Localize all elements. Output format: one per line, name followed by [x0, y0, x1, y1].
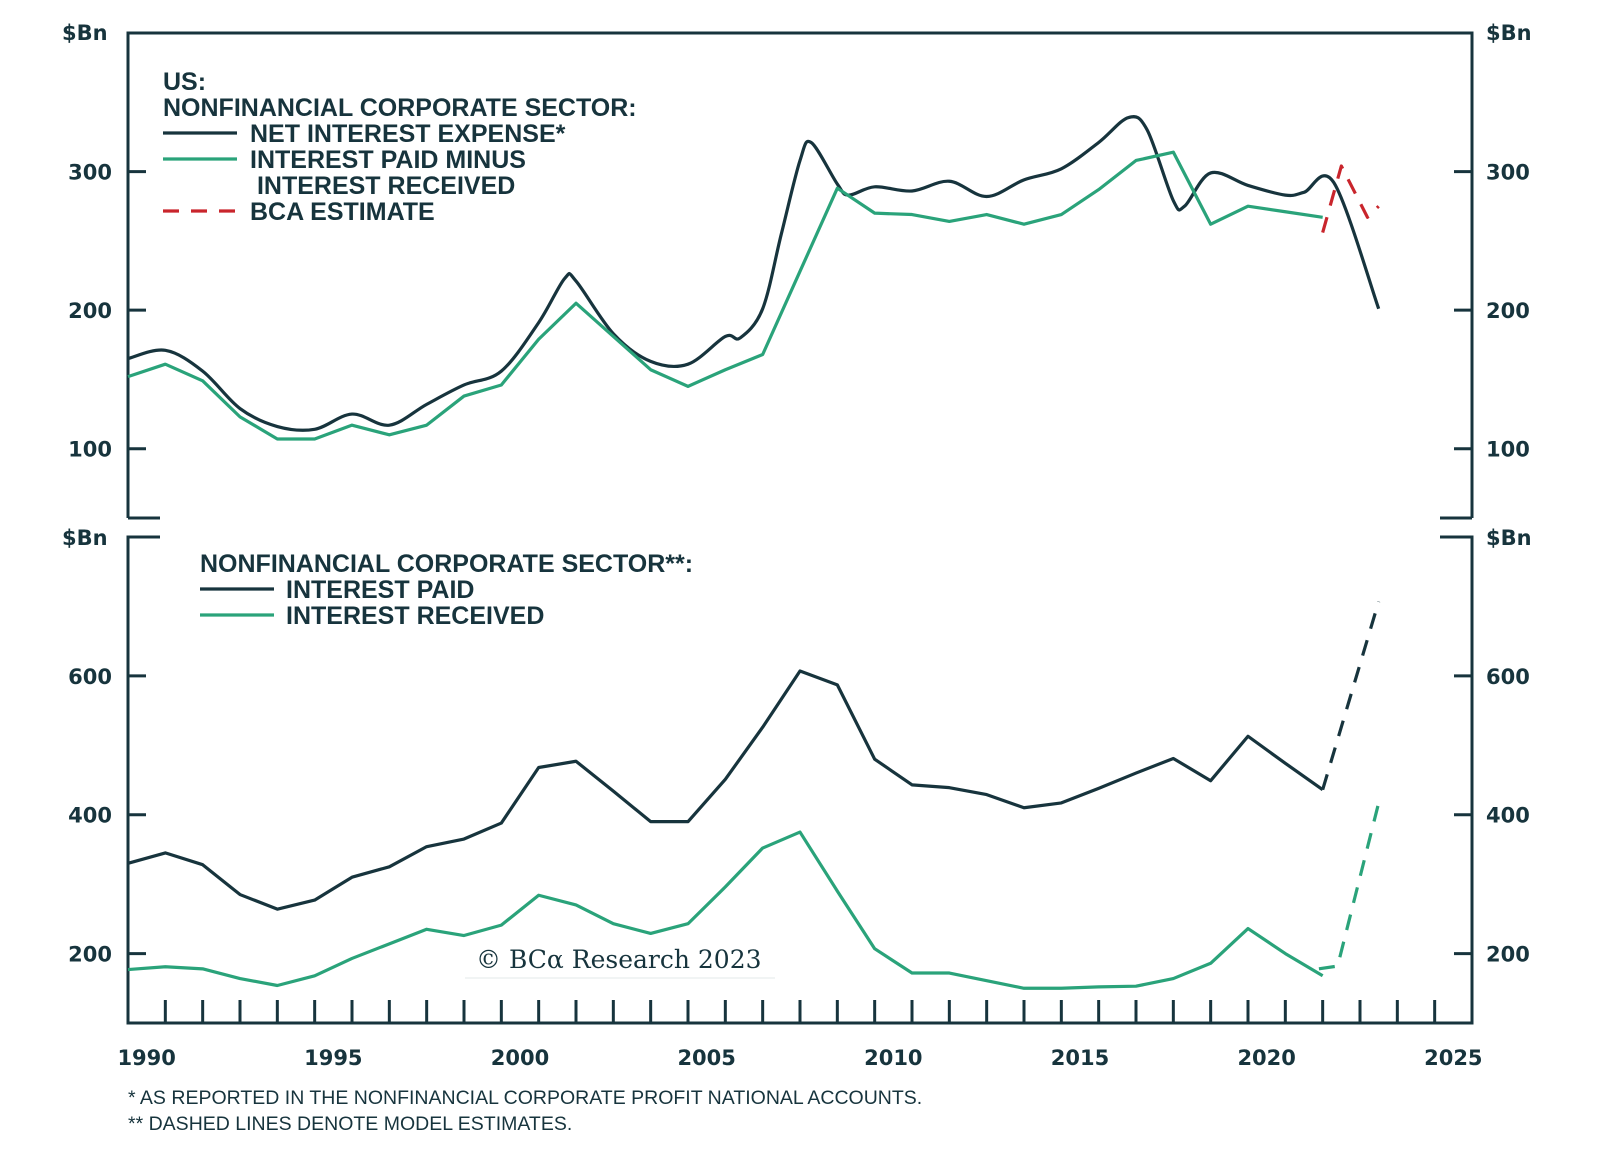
legend-label-interest-paid: INTEREST PAID — [286, 576, 474, 604]
legend-label-paid-minus-received: INTEREST PAID MINUS — [250, 146, 526, 174]
x-tick-label: 2015 — [1051, 1046, 1109, 1070]
y-tick-label-right: 600 — [1486, 665, 1530, 689]
bottom-right-unit-label: $Bn — [1486, 526, 1532, 550]
bottom-y-ticks: 200 200 400 400 600 600 — [68, 665, 1530, 967]
x-tick-label: 2010 — [864, 1046, 922, 1070]
bottom-legend: NONFINANCIAL CORPORATE SECTOR**:INTEREST… — [200, 550, 693, 630]
top-y-ticks: 100 100 200 200 300 300 — [68, 161, 1530, 462]
series-line-bca-estimate — [1321, 164, 1380, 233]
x-tick-label: 2005 — [677, 1046, 735, 1070]
legend-label-paid-minus-received: INTEREST RECEIVED — [250, 172, 515, 200]
x-tick-label: 2020 — [1237, 1046, 1295, 1070]
footnote-2: ** DASHED LINES DENOTE MODEL ESTIMATES. — [128, 1113, 572, 1135]
series-line-paid-minus-received — [127, 150, 1323, 441]
legend-label-bca-estimate: BCA ESTIMATE — [250, 198, 435, 226]
legend-label-interest-received: INTEREST RECEIVED — [286, 602, 544, 630]
x-tick-label: 1995 — [304, 1046, 362, 1070]
y-tick-label-right: 100 — [1486, 438, 1530, 462]
top-panel-frame — [126, 31, 1474, 520]
series-line-interest-paid-est — [1321, 601, 1381, 791]
top-left-unit-label: $Bn — [62, 21, 108, 45]
top-series-group — [127, 115, 1381, 441]
bottom-series-group — [127, 601, 1381, 990]
y-tick-label-left: 600 — [68, 665, 112, 689]
bottom-left-unit-label: $Bn — [62, 526, 108, 550]
top-panel: $Bn $Bn 100 100 200 200 300 300 US:NONFINANCI… — [62, 21, 1532, 520]
legend-title-line: NONFINANCIAL CORPORATE SECTOR: — [163, 94, 637, 122]
y-tick-label-right: 300 — [1486, 161, 1530, 185]
bottom-panel: $Bn $Bn 200 200 400 400 600 600 NONFINANCIAL … — [62, 526, 1532, 1070]
top-legend: US:NONFINANCIAL CORPORATE SECTOR:NET INT… — [163, 68, 637, 226]
legend-title-line: US: — [163, 68, 206, 96]
x-tick-label: 1990 — [117, 1046, 175, 1070]
series-line-interest-received-est — [1318, 802, 1381, 971]
copyright-backdrop — [465, 940, 775, 978]
y-tick-label-right: 200 — [1486, 943, 1530, 967]
y-tick-label-left: 100 — [68, 438, 112, 462]
legend-title-line: NONFINANCIAL CORPORATE SECTOR**: — [200, 550, 693, 578]
y-tick-label-right: 400 — [1486, 804, 1530, 828]
y-tick-label-right: 200 — [1486, 299, 1530, 323]
x-tick-label: 2025 — [1424, 1046, 1482, 1070]
series-line-interest-received — [127, 830, 1324, 990]
y-tick-label-left: 300 — [68, 161, 112, 185]
y-tick-label-left: 200 — [68, 299, 112, 323]
y-tick-label-left: 400 — [68, 804, 112, 828]
copyright-text: © BCα Research 2023 — [476, 945, 762, 974]
series-line-interest-paid — [127, 669, 1324, 911]
x-tick-label: 2000 — [491, 1046, 549, 1070]
footnote-1: * AS REPORTED IN THE NONFINANCIAL CORPOR… — [128, 1087, 922, 1109]
y-tick-label-left: 200 — [68, 943, 112, 967]
series-line-net-interest-expense — [127, 115, 1381, 432]
top-right-unit-label: $Bn — [1486, 21, 1532, 45]
legend-label-net-interest-expense: NET INTEREST EXPENSE* — [250, 120, 566, 148]
x-axis: 1990 1995 2000 2005 2010 2015 2020 2025 — [117, 1000, 1483, 1070]
